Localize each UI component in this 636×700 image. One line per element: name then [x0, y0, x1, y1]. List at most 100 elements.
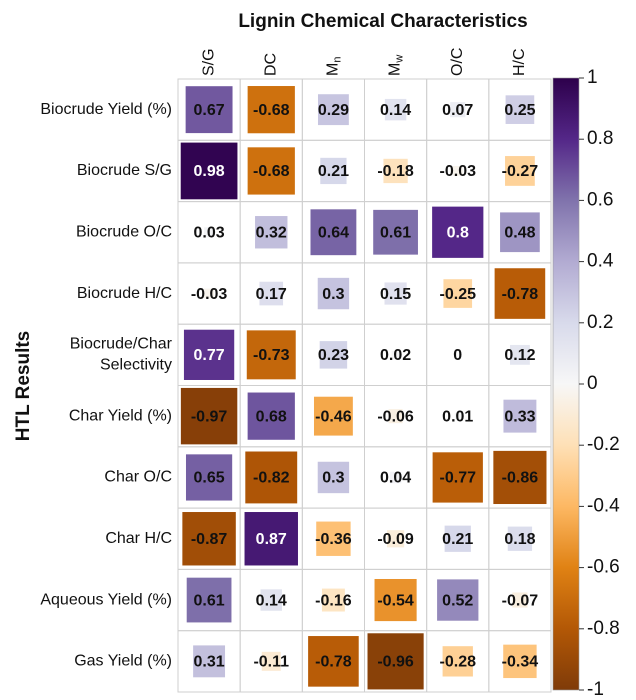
cell-square: [384, 282, 407, 305]
value-label: -0.07: [502, 592, 539, 609]
cell-square: [259, 281, 284, 306]
value-label: -0.36: [315, 531, 352, 548]
cell-square: [374, 578, 417, 622]
cell-square: [503, 399, 537, 433]
cell-square: [386, 530, 405, 548]
value-label: 0.14: [256, 592, 287, 609]
cell-square: [261, 651, 281, 671]
colorbar-tick-label: 0: [587, 373, 598, 394]
value-label: 0.77: [194, 347, 225, 364]
row-label: Aqueous Yield (%): [40, 591, 172, 608]
colorbar-tick-label: -0.2: [587, 434, 620, 455]
cell-square: [512, 592, 528, 608]
cell-square: [247, 392, 295, 440]
value-label: 0.67: [194, 102, 225, 119]
value-label: -0.77: [440, 470, 477, 487]
cell-square: [388, 409, 403, 424]
column-label: Mw: [387, 55, 406, 76]
value-label: 0.61: [194, 592, 225, 609]
cell-square: [442, 646, 473, 677]
cell-square: [509, 344, 530, 365]
cell-square: [204, 288, 215, 299]
column-label: O/C: [449, 48, 466, 76]
row-label: Char O/C: [104, 469, 172, 486]
value-label: -0.06: [377, 408, 414, 425]
cell-square: [319, 341, 348, 369]
cell-square: [316, 521, 351, 556]
column-label: S/G: [200, 48, 217, 76]
value-label: 0.17: [256, 286, 287, 303]
value-label: 0.65: [194, 470, 225, 487]
value-label: -0.25: [440, 286, 477, 303]
value-label: 0.21: [442, 531, 473, 548]
colorbar-tick-label: 0.6: [587, 189, 613, 210]
cell-square: [391, 350, 400, 359]
cell-square: [450, 102, 466, 118]
cell-square: [310, 209, 357, 256]
value-label: 0.64: [318, 224, 349, 241]
colorbar-tick-label: 1: [587, 67, 598, 88]
cell-square: [317, 461, 350, 494]
cell-square: [437, 579, 479, 621]
cell-square: [373, 209, 418, 255]
colorbar-tick-label: 0.8: [587, 128, 613, 149]
cell-square: [246, 330, 296, 380]
value-label: 0.48: [504, 224, 535, 241]
value-label: 0.98: [194, 163, 225, 180]
cell-square: [255, 216, 288, 249]
value-label: 0.18: [504, 531, 535, 548]
cell-square: [432, 452, 483, 503]
row-label: Gas Yield (%): [74, 653, 172, 670]
value-label: 0.04: [380, 470, 411, 487]
cell-square: [443, 279, 473, 308]
value-label: -0.86: [502, 470, 539, 487]
value-label: 0.03: [194, 224, 225, 241]
value-label: 0.32: [256, 224, 287, 241]
cell-square: [193, 645, 226, 678]
value-label: 0.3: [322, 470, 344, 487]
row-label: Biocrude H/C: [77, 285, 172, 302]
cell-square: [247, 147, 295, 195]
cell-square: [321, 588, 345, 612]
chart-title: Lignin Chemical Characteristics: [238, 11, 527, 32]
cell-square: [432, 206, 484, 258]
value-label: 0.61: [380, 224, 411, 241]
colorbar-tick-label: 0.4: [587, 251, 614, 272]
colorbar-tick-label: -0.6: [587, 557, 620, 578]
cell-square: [185, 454, 233, 501]
value-label: -0.34: [502, 654, 539, 671]
row-label: Char Yield (%): [69, 407, 172, 424]
value-label: 0.3: [322, 286, 344, 303]
value-label: 0.29: [318, 102, 349, 119]
value-label: -0.11: [253, 654, 289, 671]
value-label: -0.09: [377, 531, 414, 548]
value-label: 0.15: [380, 286, 411, 303]
cell-square: [383, 158, 408, 184]
colorbar-tick-label: -0.4: [587, 495, 620, 516]
value-label: -0.18: [377, 163, 414, 180]
colorbar: [552, 77, 580, 691]
value-label: -0.28: [440, 654, 477, 671]
cell-square: [180, 387, 238, 445]
value-label: 0.07: [442, 102, 473, 119]
cell-square: [454, 413, 461, 420]
cell-square: [505, 156, 535, 186]
cell-square: [185, 86, 233, 134]
value-label: -0.78: [315, 654, 352, 671]
column-label: DC: [262, 53, 279, 76]
cell-square: [186, 577, 232, 623]
cell-square: [505, 95, 535, 124]
column-label: Mn: [325, 57, 344, 76]
value-label: -0.87: [191, 531, 228, 548]
cell-square: [503, 644, 537, 679]
cell-square: [389, 471, 402, 484]
colorbar-tick-label: 0.2: [587, 312, 613, 333]
cell-square: [493, 450, 547, 505]
row-label: Char H/C: [105, 530, 172, 547]
cell-square: [182, 512, 236, 566]
value-label: 0.01: [442, 408, 473, 425]
cell-square: [500, 212, 540, 253]
value-label: -0.03: [191, 286, 228, 303]
value-label: 0.68: [256, 408, 287, 425]
cell: [488, 630, 552, 693]
